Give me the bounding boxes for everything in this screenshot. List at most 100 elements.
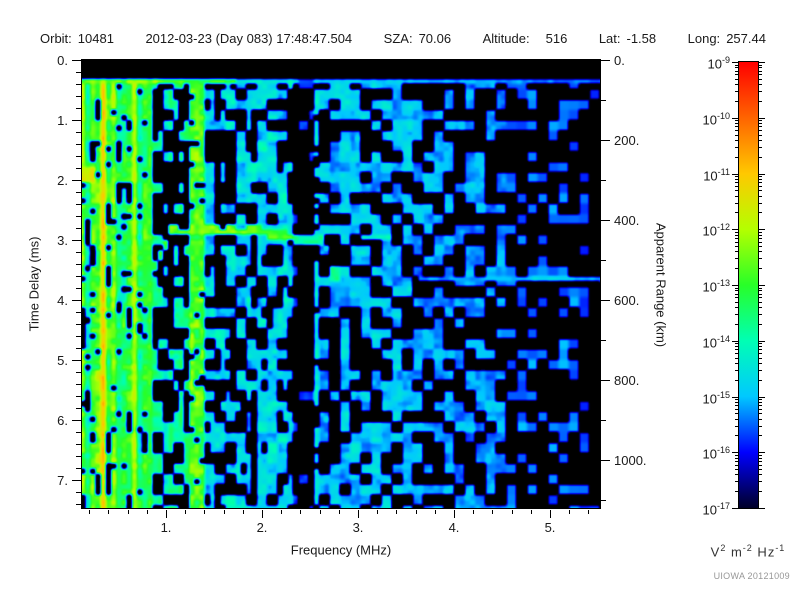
axis-tick [735, 246, 739, 247]
axis-tick [758, 413, 762, 414]
axis-tick [76, 384, 81, 385]
axis-tick [735, 203, 739, 204]
axis-tick [735, 288, 739, 289]
axis-tick [76, 276, 81, 277]
header-label: Altitude: [482, 31, 530, 46]
credit-text: UIOWA 20121009 [713, 571, 790, 581]
axis-tick [76, 396, 81, 397]
axis-tick [76, 432, 81, 433]
axis-tick [76, 96, 81, 97]
colorbar-gradient [739, 62, 758, 508]
header-label: Lat: [598, 31, 621, 46]
axis-tick [758, 179, 762, 180]
header-value: 70.06 [418, 31, 452, 46]
axis-tick [758, 246, 762, 247]
axis-tick [735, 413, 739, 414]
axis-tick [76, 312, 81, 313]
axis-tick [108, 510, 109, 514]
colorbar-tick-label: 10-16 [702, 445, 730, 462]
axis-tick [758, 229, 765, 230]
axis-tick [758, 176, 762, 177]
axis-tick [758, 435, 762, 436]
axis-tick [735, 71, 739, 72]
axis-tick [204, 510, 205, 514]
axis-tick [732, 508, 739, 509]
axis-tick [76, 204, 81, 205]
axis-tick [76, 492, 81, 493]
axis-tick [735, 190, 739, 191]
axis-tick [735, 140, 739, 141]
unit-exponent: -2 [742, 543, 753, 553]
header-segment-1: 2012-03-23 (Day 083) 17:48:47.504 [145, 31, 352, 46]
colorbar-tick-label: 10-12 [702, 222, 730, 239]
axis-tick [601, 260, 606, 261]
axis-tick [758, 62, 765, 63]
axis-tick [735, 65, 739, 66]
axis-tick [320, 510, 321, 514]
axis-tick [76, 348, 81, 349]
header-value: 516 [545, 31, 568, 46]
axis-tick [758, 324, 762, 325]
axis-tick [512, 510, 513, 514]
tick-label: 4. [448, 520, 460, 535]
axis-tick [735, 186, 739, 187]
axis-tick [735, 324, 739, 325]
axis-tick [166, 510, 167, 518]
axis-tick [758, 147, 762, 148]
axis-tick [732, 397, 739, 398]
axis-tick [758, 174, 765, 175]
axis-tick [281, 510, 282, 514]
axis-tick [531, 510, 532, 514]
axis-tick [735, 469, 739, 470]
axis-tick [758, 130, 762, 131]
axis-tick [601, 100, 606, 101]
axis-tick [758, 481, 762, 482]
x-axis-title: Frequency (MHz) [290, 542, 392, 558]
header-segment-2: SZA: 70.06 [384, 31, 451, 46]
axis-tick [601, 420, 606, 421]
axis-tick [243, 510, 244, 514]
axis-tick [735, 101, 739, 102]
axis-tick [72, 120, 81, 121]
axis-tick [758, 358, 762, 359]
axis-tick [758, 84, 762, 85]
axis-tick [758, 452, 765, 453]
axis-tick [758, 203, 762, 204]
axis-tick [758, 370, 762, 371]
header-label: Orbit: [40, 31, 72, 46]
axis-tick [758, 118, 765, 119]
axis-tick [758, 399, 762, 400]
axis-tick [76, 264, 81, 265]
header-label: SZA: [383, 31, 413, 46]
axis-tick [758, 186, 762, 187]
tick-label: 0. [57, 53, 68, 68]
axis-tick [76, 456, 81, 457]
axis-tick [735, 409, 739, 410]
axis-tick [262, 510, 263, 518]
axis-tick [300, 510, 301, 514]
axis-tick [732, 452, 739, 453]
axis-tick [588, 510, 589, 514]
axis-tick [735, 235, 739, 236]
unit-base: Hz [752, 544, 776, 560]
axis-tick [76, 504, 81, 505]
axis-tick [76, 84, 81, 85]
axis-tick [758, 380, 762, 381]
axis-tick [735, 426, 739, 427]
axis-tick [735, 268, 739, 269]
axis-tick [758, 363, 762, 364]
axis-tick [735, 474, 739, 475]
axis-tick [735, 232, 739, 233]
axis-tick [758, 157, 762, 158]
axis-tick [735, 435, 739, 436]
axis-tick [758, 120, 762, 121]
axis-tick [339, 510, 340, 514]
axis-tick [758, 341, 765, 342]
axis-tick [76, 108, 81, 109]
axis-tick [732, 229, 739, 230]
axis-tick [735, 238, 739, 239]
colorbar-tick-label: 10-15 [702, 390, 730, 407]
axis-tick [732, 62, 739, 63]
axis-tick [758, 235, 762, 236]
axis-tick [735, 67, 739, 68]
